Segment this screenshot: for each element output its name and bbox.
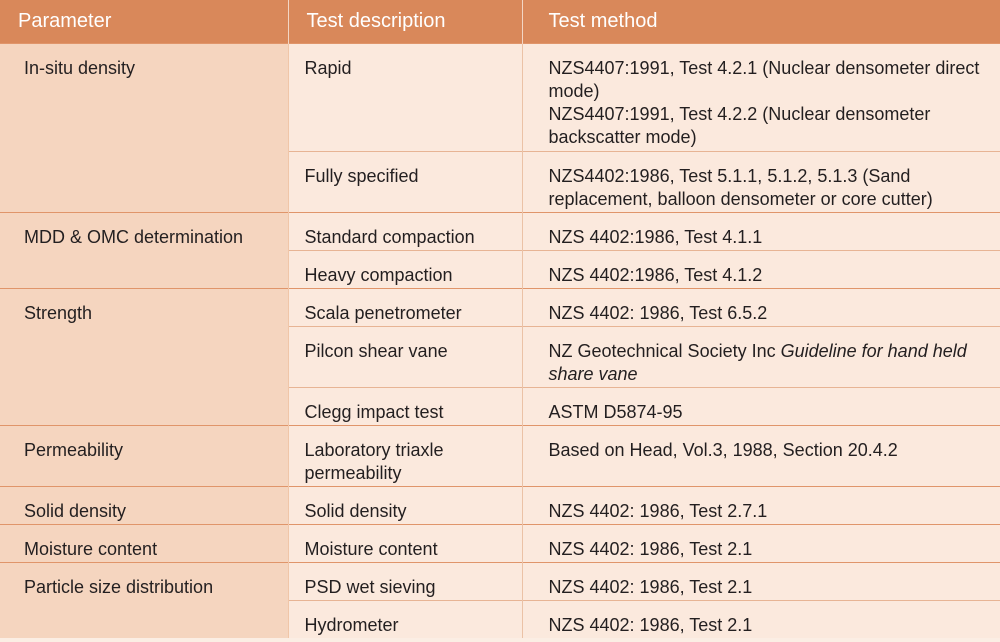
description-cell: Clegg impact test [288, 387, 523, 426]
method-line: NZS4407:1991, Test 4.2.1 (Nuclear densom… [548, 58, 980, 101]
method-cell: NZS4402:1986, Test 5.1.1, 5.1.2, 5.1.3 (… [522, 151, 1000, 213]
method-cell: NZS 4402: 1986, Test 2.1 [522, 562, 1000, 601]
table-row: Moisture content Moisture content NZS 44… [0, 524, 1000, 563]
table-row: Clegg impact test ASTM D5874-95 [0, 387, 1000, 426]
table-row: Particle size distribution PSD wet sievi… [0, 562, 1000, 638]
header-test-description: Test description [288, 0, 523, 44]
header-row: Parameter Test description Test method [0, 0, 1000, 44]
table-row: Strength Scala penetrometer NZS 4402: 19… [0, 288, 1000, 426]
table-row: Heavy compaction NZS 4402:1986, Test 4.1… [0, 250, 1000, 289]
table-row: Pilcon shear vane NZ Geotechnical Societ… [0, 326, 1000, 388]
method-cell: NZS4407:1991, Test 4.2.1 (Nuclear densom… [522, 43, 1000, 152]
parameter-cell: Solid density [0, 486, 289, 525]
header-parameter: Parameter [0, 0, 289, 44]
table-row: Solid density Solid density NZS 4402: 19… [0, 486, 1000, 525]
parameter-cell: Permeability [0, 425, 289, 487]
table-row: Fully specified NZS4402:1986, Test 5.1.1… [0, 151, 1000, 213]
table-row: In-situ density Rapid NZS4407:1991, Test… [0, 43, 1000, 213]
method-cell: Based on Head, Vol.3, 1988, Section 20.4… [522, 425, 1000, 487]
parameter-cell: In-situ density [0, 43, 289, 213]
method-cell: NZS 4402: 1986, Test 6.5.2 [522, 288, 1000, 327]
description-cell: Hydrometer [288, 600, 523, 638]
description-cell: Scala penetrometer [288, 288, 523, 327]
description-cell: Solid density [288, 486, 523, 525]
method-cell: NZS 4402:1986, Test 4.1.1 [522, 212, 1000, 251]
parameter-cell: Strength [0, 288, 289, 426]
table-row: Permeability Laboratory triaxle permeabi… [0, 425, 1000, 487]
parameter-cell: MDD & OMC determination [0, 212, 289, 289]
parameter-cell: Particle size distribution [0, 562, 289, 638]
description-cell: PSD wet sieving [288, 562, 523, 601]
description-cell: Pilcon shear vane [288, 326, 523, 388]
method-cell: NZ Geotechnical Society Inc Guideline fo… [522, 326, 1000, 388]
table-row: Hydrometer NZS 4402: 1986, Test 2.1 [0, 600, 1000, 638]
method-cell: NZS 4402:1986, Test 4.1.2 [522, 250, 1000, 289]
method-cell: NZS 4402: 1986, Test 2.7.1 [522, 486, 1000, 525]
description-cell: Fully specified [288, 151, 523, 213]
header-test-method: Test method [522, 0, 1000, 44]
description-cell: Rapid [288, 43, 523, 152]
description-cell: Heavy compaction [288, 250, 523, 289]
description-cell: Moisture content [288, 524, 523, 563]
description-cell: Laboratory triaxle permeability [288, 425, 523, 487]
method-cell: ASTM D5874-95 [522, 387, 1000, 426]
method-cell: NZS 4402: 1986, Test 2.1 [522, 524, 1000, 563]
method-cell: NZS 4402: 1986, Test 2.1 [522, 600, 1000, 638]
description-cell: Standard compaction [288, 212, 523, 251]
method-text: NZ Geotechnical Society Inc [548, 341, 781, 361]
method-line: NZS4407:1991, Test 4.2.2 (Nuclear densom… [548, 104, 931, 147]
guideline-title: Guideline for hand held share vane [548, 341, 967, 384]
parameter-cell: Moisture content [0, 524, 289, 563]
table-row: MDD & OMC determination Standard compact… [0, 212, 1000, 289]
